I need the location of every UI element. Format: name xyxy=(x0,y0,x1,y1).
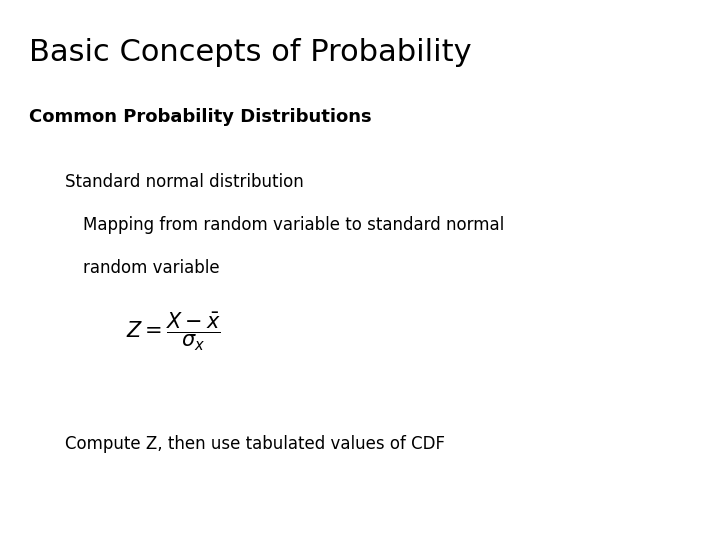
Text: Common Probability Distributions: Common Probability Distributions xyxy=(29,108,372,126)
Text: Compute Z, then use tabulated values of CDF: Compute Z, then use tabulated values of … xyxy=(65,435,445,453)
Text: $Z = \dfrac{X - \bar{x}}{\sigma_x}$: $Z = \dfrac{X - \bar{x}}{\sigma_x}$ xyxy=(126,310,221,353)
Text: Mapping from random variable to standard normal: Mapping from random variable to standard… xyxy=(83,216,504,234)
Text: Standard normal distribution: Standard normal distribution xyxy=(65,173,304,191)
Text: random variable: random variable xyxy=(83,259,220,277)
Text: Basic Concepts of Probability: Basic Concepts of Probability xyxy=(29,38,472,67)
